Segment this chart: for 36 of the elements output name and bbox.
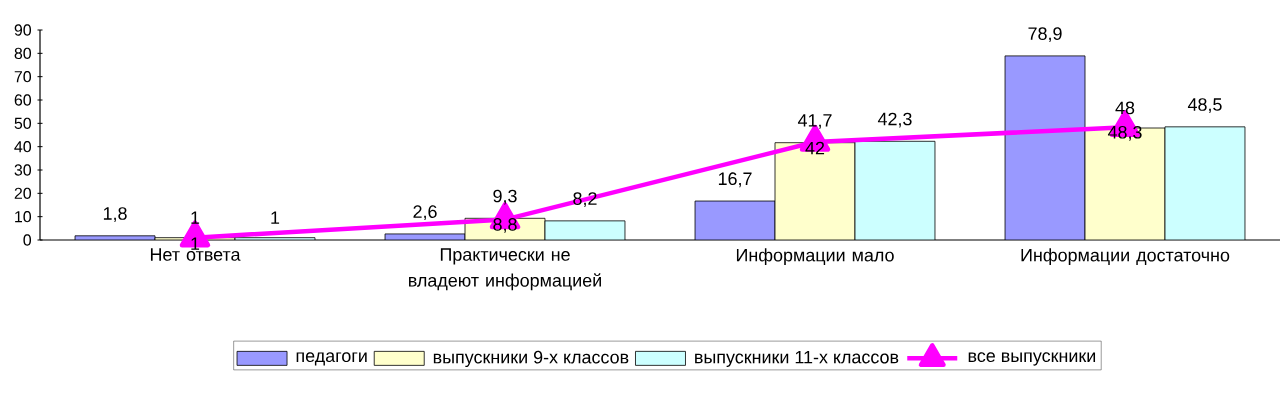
data-label: 41,7 (797, 114, 832, 129)
bar (1084, 127, 1166, 240)
data-label: 1,8 (103, 207, 127, 222)
data-label: 1 (191, 211, 200, 224)
y-tick-label: 0 (23, 234, 32, 246)
y-tick-label: 60 (14, 94, 32, 106)
x-tick-label: Информации мало (736, 248, 894, 266)
bar (854, 141, 935, 240)
legend-label: все выпускники (968, 352, 1096, 366)
data-label: 48 (1115, 101, 1135, 115)
y-tick-label: 30 (14, 164, 32, 176)
y-tick-label: 70 (14, 71, 32, 83)
data-label: 1 (191, 237, 200, 250)
data-label: 42,3 (877, 112, 912, 128)
data-label: 1 (271, 211, 280, 224)
data-label: 16,7 (718, 172, 752, 188)
legend-label: выпускники 11-х классов (695, 350, 899, 367)
data-label: 78,9 (1028, 27, 1062, 43)
x-tick-label: Информации достаточно (1021, 248, 1230, 266)
data-label: 48,5 (1187, 98, 1222, 113)
y-tick-label: 50 (14, 117, 32, 129)
bar (775, 142, 855, 240)
y-tick-label: 40 (14, 141, 32, 153)
data-label: 2,6 (413, 205, 437, 221)
y-tick-label: 80 (14, 47, 32, 59)
data-label: 9,3 (493, 189, 517, 205)
x-tick-label: Практически не владеют информацией (409, 248, 601, 291)
bar (695, 201, 776, 240)
bar (1164, 126, 1246, 240)
legend-label: выпускники 9-х классов (433, 350, 629, 368)
y-tick-label: 90 (14, 24, 32, 36)
bar (1004, 55, 1086, 240)
y-tick-label: 20 (14, 187, 32, 199)
legend-label: педагоги (296, 352, 367, 366)
y-tick-label: 10 (15, 211, 32, 223)
data-label: 42 (805, 141, 825, 155)
